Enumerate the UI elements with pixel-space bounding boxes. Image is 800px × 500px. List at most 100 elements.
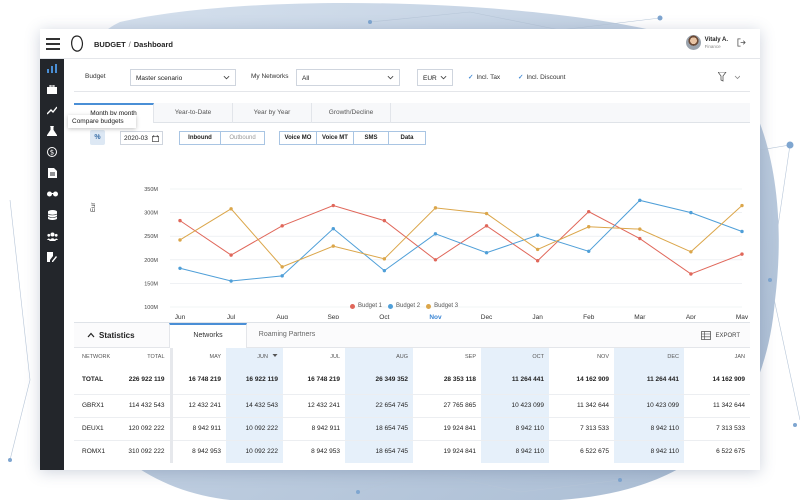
month-picker[interactable]: 2020-03 bbox=[120, 131, 163, 145]
column-header[interactable]: SEP bbox=[464, 353, 476, 360]
legend-dot bbox=[426, 303, 432, 309]
breadcrumb-root[interactable]: BUDGET bbox=[94, 40, 126, 49]
legend-item[interactable]: Budget 2 bbox=[388, 303, 420, 309]
legend-item[interactable]: Budget 3 bbox=[426, 303, 458, 309]
x-tick-label: Nov bbox=[429, 314, 442, 319]
value-cell: 16 748 219 bbox=[307, 375, 340, 383]
avatar[interactable] bbox=[685, 35, 701, 50]
column-header[interactable]: AUG bbox=[345, 348, 413, 365]
statistics-table: NETWORK TOTAL MAY JUN JUL AUG SEP OCT NO… bbox=[74, 348, 750, 463]
currency-select[interactable]: EUR bbox=[417, 69, 453, 86]
database-icon[interactable] bbox=[45, 208, 59, 222]
trend-icon[interactable] bbox=[45, 103, 59, 117]
outbound-button[interactable]: Outbound bbox=[229, 135, 256, 141]
logout-icon[interactable] bbox=[737, 38, 746, 47]
network-cell: GBRX1 bbox=[74, 393, 119, 417]
value-cell: 8 942 911 bbox=[283, 416, 345, 440]
export-button[interactable]: EXPORT bbox=[701, 331, 740, 340]
statistics-title[interactable]: Statistics bbox=[87, 331, 135, 340]
value-cell: 27 765 865 bbox=[413, 393, 481, 417]
value-cell: 19 924 841 bbox=[413, 439, 481, 463]
value-cell: 12 432 241 bbox=[171, 393, 226, 417]
x-tick-label: Oct bbox=[379, 314, 389, 319]
series-line bbox=[179, 205, 743, 268]
column-header-sorted[interactable]: JUN bbox=[226, 348, 283, 365]
value-cell: 10 423 099 bbox=[614, 393, 684, 417]
data-point bbox=[382, 257, 387, 261]
x-tick-label: Jul bbox=[227, 314, 236, 319]
chevron-down-icon bbox=[387, 75, 394, 80]
statistics-title-text: Statistics bbox=[99, 331, 135, 340]
y-tick-label: 150M bbox=[144, 281, 158, 287]
hamburger-menu-icon[interactable] bbox=[46, 38, 60, 50]
column-header[interactable]: NOV bbox=[597, 353, 609, 360]
data-point bbox=[484, 211, 489, 216]
tab-year-by-year[interactable]: Year by Year bbox=[233, 103, 312, 123]
tab-roaming-partners[interactable]: Roaming Partners bbox=[258, 331, 316, 338]
value-cell: 19 924 841 bbox=[413, 416, 481, 440]
value-cell: 18 654 745 bbox=[345, 439, 413, 463]
column-header[interactable]: JUL bbox=[330, 353, 340, 360]
flask-icon[interactable] bbox=[45, 124, 59, 138]
chevron-down-icon bbox=[223, 75, 230, 80]
table-row[interactable]: DEUX1 120 092 222 8 942 911 10 092 222 8 942… bbox=[74, 416, 750, 440]
statistics-header: Statistics Networks Roaming Partners EXP… bbox=[74, 323, 750, 348]
sms-button[interactable]: SMS bbox=[354, 132, 389, 144]
users-icon[interactable] bbox=[45, 229, 59, 243]
data-point bbox=[280, 265, 284, 269]
data-button[interactable]: Data bbox=[400, 135, 414, 141]
tab-year-to-date[interactable]: Year-to-Date bbox=[154, 103, 233, 123]
column-header[interactable]: DEC bbox=[614, 348, 684, 365]
table-total-row[interactable]: TOTAL 226 922 119 16 748 219 16 922 119 16 7… bbox=[74, 365, 750, 394]
chart-bars-icon[interactable] bbox=[45, 61, 59, 75]
table-row[interactable]: ROMX1 310 092 222 8 942 953 10 092 222 8 942… bbox=[74, 439, 750, 463]
tab-growth-decline[interactable]: Growth/Decline bbox=[312, 103, 391, 123]
currency-select-value: EUR bbox=[423, 75, 437, 82]
column-header[interactable]: JAN bbox=[734, 353, 745, 360]
briefcase-icon[interactable] bbox=[45, 82, 59, 96]
series-line bbox=[179, 199, 743, 282]
column-header: TOTAL bbox=[119, 348, 173, 365]
edit-doc-icon[interactable] bbox=[45, 250, 59, 264]
y-tick-label: 100M bbox=[144, 305, 158, 311]
value-cell: 10 092 222 bbox=[226, 416, 283, 440]
data-point bbox=[638, 227, 642, 231]
check-icon: ✓ bbox=[518, 74, 524, 81]
value-cell: 6 522 675 bbox=[684, 439, 750, 463]
user-menu[interactable]: Vitaly A. Finance bbox=[685, 35, 746, 50]
tab-networks[interactable]: Networks bbox=[169, 323, 247, 348]
value-cell: 8 942 953 bbox=[171, 439, 226, 463]
value-cell: 16 748 219 bbox=[188, 375, 221, 383]
filter-bar: Budget Master scenario My Networks All E… bbox=[74, 64, 750, 92]
compare-budgets-tooltip: Compare budgets bbox=[68, 115, 136, 128]
glasses-icon[interactable] bbox=[45, 187, 59, 201]
value-cell: 26 349 352 bbox=[345, 365, 413, 394]
voice-mo-button[interactable]: Voice MO bbox=[280, 132, 317, 144]
x-tick-label: Dec bbox=[481, 314, 493, 319]
value-cell: 16 922 119 bbox=[226, 365, 283, 394]
dollar-icon[interactable]: $ bbox=[45, 145, 59, 159]
x-tick-label: Apr bbox=[686, 314, 697, 319]
value-cell: 7 313 533 bbox=[684, 416, 750, 440]
filter-funnel-icon[interactable] bbox=[718, 72, 740, 82]
percent-toggle-button[interactable]: % bbox=[90, 130, 105, 145]
x-tick-label: May bbox=[736, 314, 749, 319]
inbound-button[interactable]: Inbound bbox=[180, 132, 221, 144]
sidebar: $ bbox=[40, 59, 64, 470]
legend-item[interactable]: Budget 1 bbox=[350, 303, 382, 309]
table-row[interactable]: GBRX1 114 432 543 12 432 241 14 432 543 12 4… bbox=[74, 393, 750, 417]
incl-tax-checkbox[interactable]: ✓ Incl. Tax bbox=[468, 73, 500, 81]
voice-mt-button[interactable]: Voice MT bbox=[317, 132, 354, 144]
data-point bbox=[689, 210, 693, 215]
column-header[interactable]: OCT bbox=[481, 348, 549, 365]
networks-select[interactable]: All bbox=[296, 69, 400, 86]
value-cell: 10 092 222 bbox=[226, 439, 283, 463]
document-icon[interactable] bbox=[45, 166, 59, 180]
view-tabs: Month by month Year-to-Date Year by Year… bbox=[74, 103, 750, 123]
incl-discount-checkbox[interactable]: ✓ Incl. Discount bbox=[518, 73, 565, 81]
column-header[interactable]: MAY bbox=[209, 353, 221, 360]
budget-select[interactable]: Master scenario bbox=[130, 69, 236, 86]
data-point bbox=[587, 225, 591, 229]
breadcrumb: BUDGET / Dashboard bbox=[94, 40, 173, 49]
series-line bbox=[179, 204, 743, 275]
